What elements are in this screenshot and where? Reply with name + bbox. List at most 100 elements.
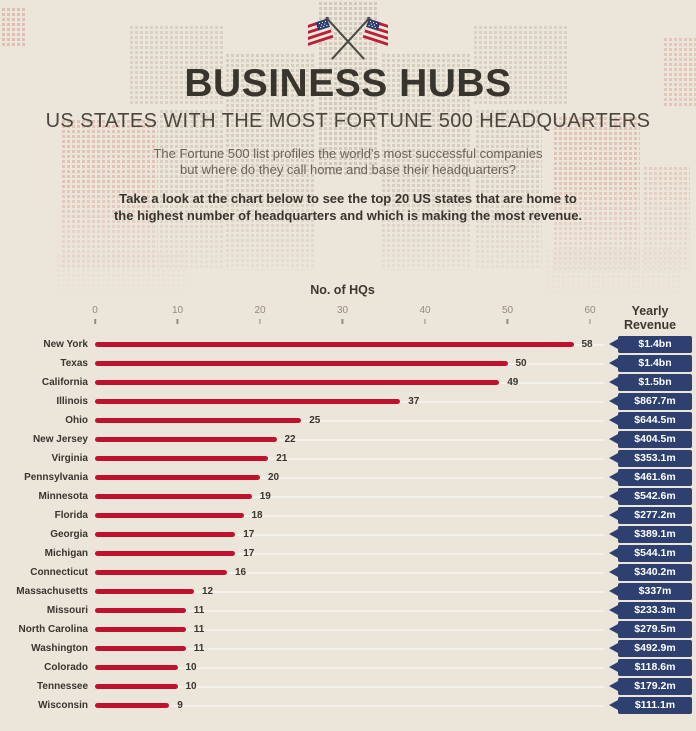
crossed-us-flags-icon <box>308 16 388 60</box>
callout-text: Take a look at the chart below to see th… <box>113 191 583 223</box>
row-track <box>95 419 604 422</box>
hq-count: 17 <box>243 548 255 559</box>
revenue-value: $867.7m <box>634 395 676 407</box>
poster-subtitle: US STATES WITH THE MOST FORTUNE 500 HEAD… <box>45 109 651 132</box>
state-label: Ohio <box>65 415 88 426</box>
hq-count: 18 <box>251 510 263 521</box>
state-label: Georgia <box>50 529 88 540</box>
tick-label: 20 <box>254 305 266 316</box>
state-label: Colorado <box>44 662 88 673</box>
chart-row: Illinois 37 $867.7m <box>0 392 696 411</box>
hq-bar <box>95 532 236 537</box>
hq-bar <box>95 513 244 518</box>
state-label: Tennessee <box>37 681 88 692</box>
state-label: Connecticut <box>30 567 88 578</box>
tick-mark <box>94 319 96 324</box>
x-axis-tick: 60 <box>584 305 596 324</box>
chart-row: Texas 50 $1.4bn <box>0 354 696 373</box>
chart-row: Wisconsin 9 $111.1m <box>0 696 696 715</box>
hq-bar <box>95 703 170 708</box>
skyline-building <box>60 118 158 268</box>
state-label: Michigan <box>44 548 88 559</box>
hq-bar <box>95 551 236 556</box>
poster-title: BUSINESS HUBS <box>184 62 512 105</box>
chart-row: New York 58 $1.4bn <box>0 335 696 354</box>
x-axis-tick: 0 <box>92 305 98 324</box>
state-label: Massachusetts <box>16 586 88 597</box>
revenue-value: $340.2m <box>634 566 676 578</box>
hq-bar <box>95 418 302 423</box>
hq-count: 10 <box>185 662 197 673</box>
row-track <box>95 495 604 498</box>
row-track <box>95 571 604 574</box>
row-track <box>95 628 604 631</box>
hq-bar <box>95 399 401 404</box>
revenue-badge: $404.5m <box>609 431 692 448</box>
revenue-value: $233.3m <box>634 604 676 616</box>
revenue-value: $544.1m <box>634 547 676 559</box>
skyline-building <box>472 24 568 106</box>
hq-count: 37 <box>408 396 420 407</box>
row-track <box>95 666 604 669</box>
chart-row: California 49 $1.5bn <box>0 373 696 392</box>
revenue-badge: $353.1m <box>609 450 692 467</box>
fortune500-hq-bar-chart: No. of HQs Yearly Revenue 0 10 20 30 40 50 60 … <box>0 278 696 731</box>
row-track <box>95 438 604 441</box>
chart-row: Michigan 17 $544.1m <box>0 544 696 563</box>
row-track <box>95 647 604 650</box>
chart-row: Florida 18 $277.2m <box>0 506 696 525</box>
chart-row: North Carolina 11 $279.5m <box>0 620 696 639</box>
chart-row: Virginia 21 $353.1m <box>0 449 696 468</box>
revenue-value: $389.1m <box>634 528 676 540</box>
skyline-building <box>224 52 316 270</box>
x-axis-tick: 10 <box>172 305 183 324</box>
x-axis-tick: 30 <box>337 305 348 324</box>
revenue-value: $353.1m <box>634 452 676 464</box>
hq-count: 11 <box>193 605 205 616</box>
hq-bar <box>95 665 178 670</box>
chart-row: New Jersey 22 $404.5m <box>0 430 696 449</box>
tick-label: 40 <box>419 305 431 316</box>
state-label: North Carolina <box>18 624 88 635</box>
revenue-badge: $118.6m <box>609 659 692 676</box>
revenue-badge: $492.9m <box>609 640 692 657</box>
revenue-badge: $1.4bn <box>609 336 692 353</box>
state-label: Missouri <box>46 605 88 616</box>
skyline-building <box>642 165 690 270</box>
state-label: California <box>41 377 88 388</box>
hq-count: 9 <box>177 700 183 711</box>
revenue-value: $644.5m <box>634 414 676 426</box>
hq-count: 10 <box>185 681 197 692</box>
chart-row: Tennessee 10 $179.2m <box>0 677 696 696</box>
revenue-badge: $279.5m <box>609 621 692 638</box>
state-label: Florida <box>54 510 88 521</box>
skyline-building <box>158 108 224 270</box>
tick-label: 0 <box>92 305 98 316</box>
revenue-value: $404.5m <box>634 433 676 445</box>
revenue-badge: $340.2m <box>609 564 692 581</box>
revenue-value: $111.1m <box>634 699 676 711</box>
revenue-value: $179.2m <box>634 680 676 692</box>
tick-label: 30 <box>336 305 349 316</box>
row-track <box>95 704 604 707</box>
revenue-badge: $389.1m <box>609 526 692 543</box>
chart-row: Pennsylvania 20 $461.6m <box>0 468 696 487</box>
skyline-building <box>0 6 26 48</box>
chart-row: Connecticut 16 $340.2m <box>0 563 696 582</box>
hq-bar <box>95 608 186 613</box>
row-track <box>95 476 604 479</box>
chart-row: Missouri 11 $233.3m <box>0 601 696 620</box>
hq-bar <box>95 494 252 499</box>
revenue-value: $542.6m <box>634 490 676 502</box>
state-label: Minnesota <box>38 491 88 502</box>
revenue-badge: $867.7m <box>609 393 692 410</box>
hq-bar <box>95 627 186 632</box>
revenue-badge: $644.5m <box>609 412 692 429</box>
revenue-badge: $461.6m <box>609 469 692 486</box>
hq-count: 49 <box>507 377 519 388</box>
revenue-value: $461.6m <box>634 471 676 483</box>
chart-row: Minnesota 19 $542.6m <box>0 487 696 506</box>
revenue-value: $1.4bn <box>638 338 672 350</box>
revenue-value: $118.6m <box>634 661 676 673</box>
skyline-building <box>474 108 542 270</box>
